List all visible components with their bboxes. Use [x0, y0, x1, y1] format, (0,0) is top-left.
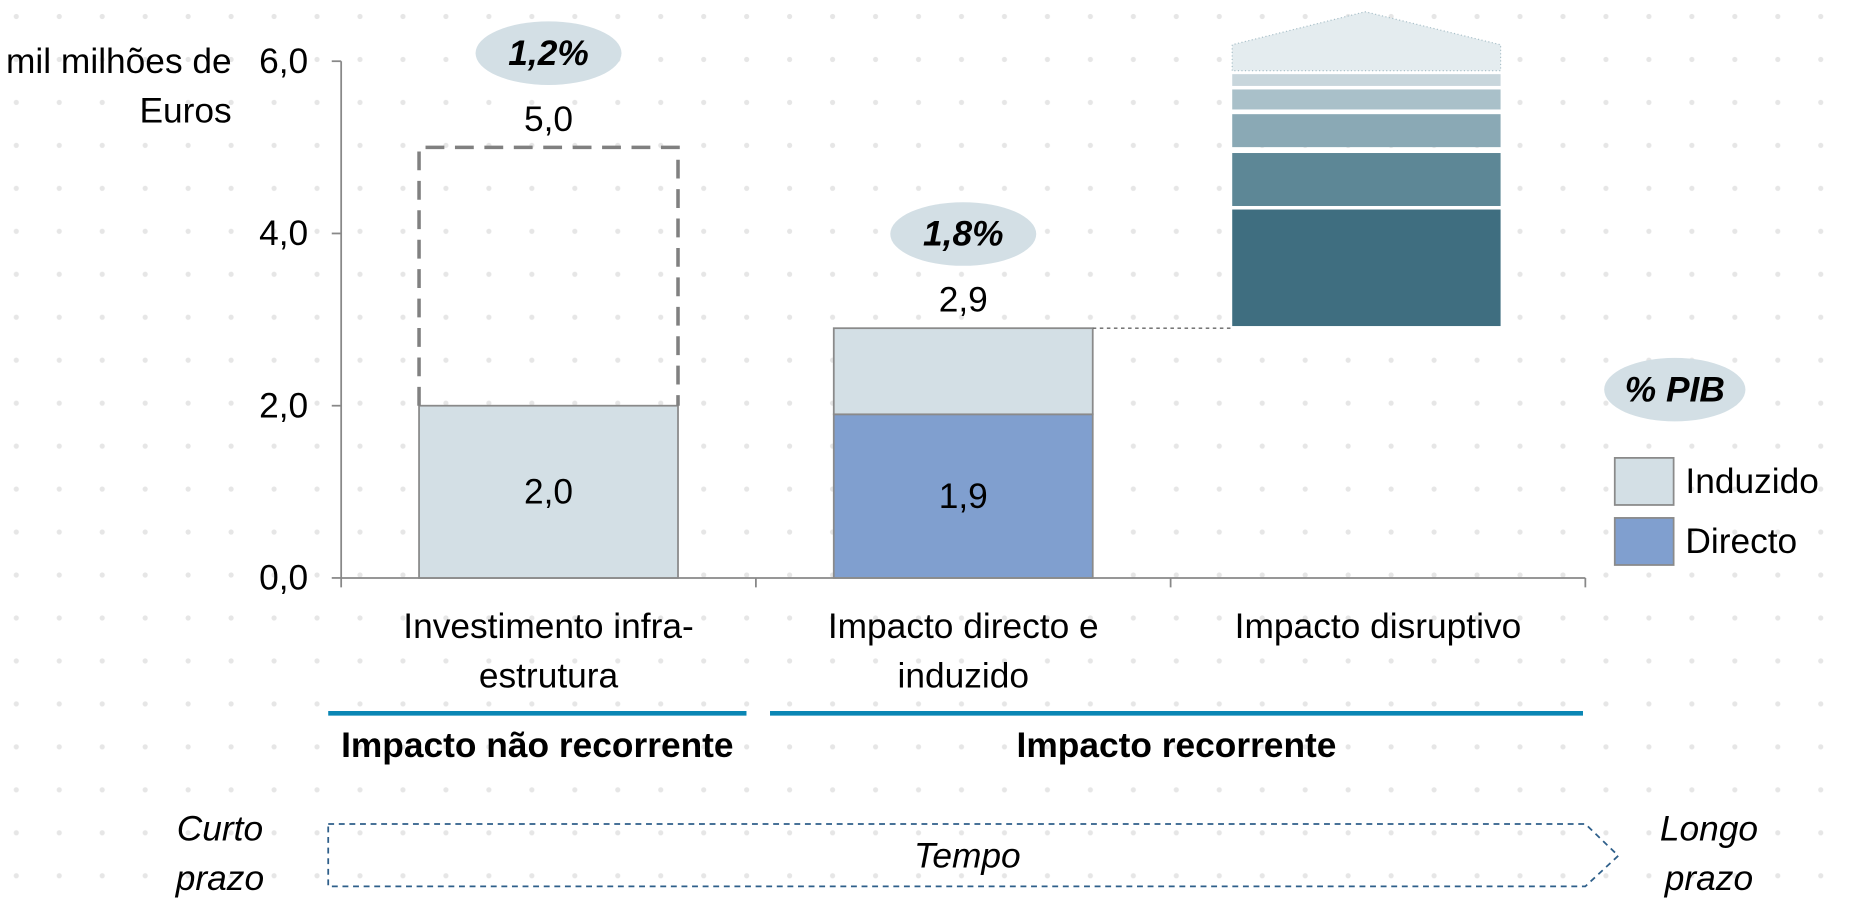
timeline-end: Longo prazo: [1632, 805, 1785, 904]
legend-label: Directo: [1685, 522, 1797, 561]
group-label-box: Impacto recorrente: [770, 722, 1583, 828]
total-label: 2,9: [939, 281, 988, 320]
gdp-share-label: 1,8%: [923, 215, 1003, 254]
x-tick-label-box: Impacto directo e induzido: [763, 603, 1163, 709]
gdp-share-label: 1,2%: [508, 34, 588, 73]
x-tick-label: Investimento infra-estrutura: [348, 603, 748, 702]
y-axis-label-box: mil milhões de Euros: [2, 38, 232, 144]
x-tick-label-box: Impacto disruptivo: [1178, 603, 1578, 709]
y-tick-label: 6,0: [259, 42, 308, 81]
timeline-end-box: Longo prazo: [1632, 805, 1785, 904]
legend-title: % PIB: [1625, 370, 1725, 409]
disruptive-graphic: [1232, 12, 1500, 326]
x-tick-label: Impacto directo e induzido: [763, 603, 1163, 702]
timeline-label: Tempo: [826, 832, 1109, 881]
legend-label: Induzido: [1685, 462, 1818, 501]
value-label: 2,0: [524, 473, 573, 512]
timeline-start-box: Curto prazo: [143, 805, 296, 904]
legend-swatch: [1615, 458, 1674, 505]
x-tick-label-box: Investimento infra-estrutura: [348, 603, 748, 709]
total-label: 5,0: [524, 100, 573, 139]
y-axis-label: mil milhões de Euros: [2, 38, 232, 137]
legend-swatch: [1615, 518, 1674, 565]
timeline-start: Curto prazo: [143, 805, 296, 904]
group-label-box: Impacto não recorrente: [328, 722, 746, 828]
x-tick-label: Impacto disruptivo: [1178, 603, 1578, 652]
y-tick-label: 4,0: [259, 214, 308, 253]
group-label: Impacto não recorrente: [328, 722, 746, 771]
bar-segment: [834, 328, 1093, 414]
chart: 0,0 2,0 4,0 6,0 mil milhões de Euros 2,0 5,0 1,…: [0, 0, 1850, 904]
timeline-label-box: Tempo: [826, 832, 1109, 885]
y-tick-label: 0,0: [259, 559, 308, 598]
value-label: 1,9: [939, 477, 988, 516]
y-tick-label: 2,0: [259, 386, 308, 425]
group-label: Impacto recorrente: [770, 722, 1583, 771]
